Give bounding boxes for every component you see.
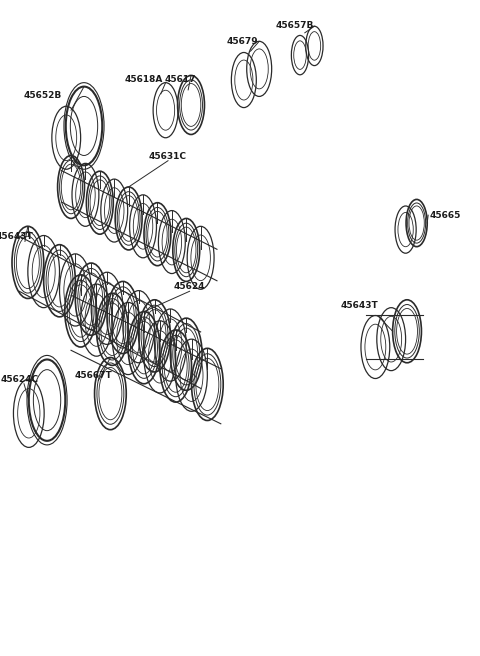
Text: 45618A: 45618A [125,75,163,84]
Text: 45665: 45665 [430,211,461,220]
Text: 45624: 45624 [174,282,205,291]
Text: 45617: 45617 [164,75,196,84]
Text: 45657B: 45657B [276,20,314,30]
Text: 45643T: 45643T [0,232,33,241]
Text: 45652B: 45652B [23,91,61,100]
Text: 45631C: 45631C [149,152,187,161]
Text: 45624C: 45624C [0,375,38,384]
Text: 45643T: 45643T [340,300,378,310]
Text: 45667T: 45667T [75,371,112,380]
Text: 45679: 45679 [227,37,258,46]
